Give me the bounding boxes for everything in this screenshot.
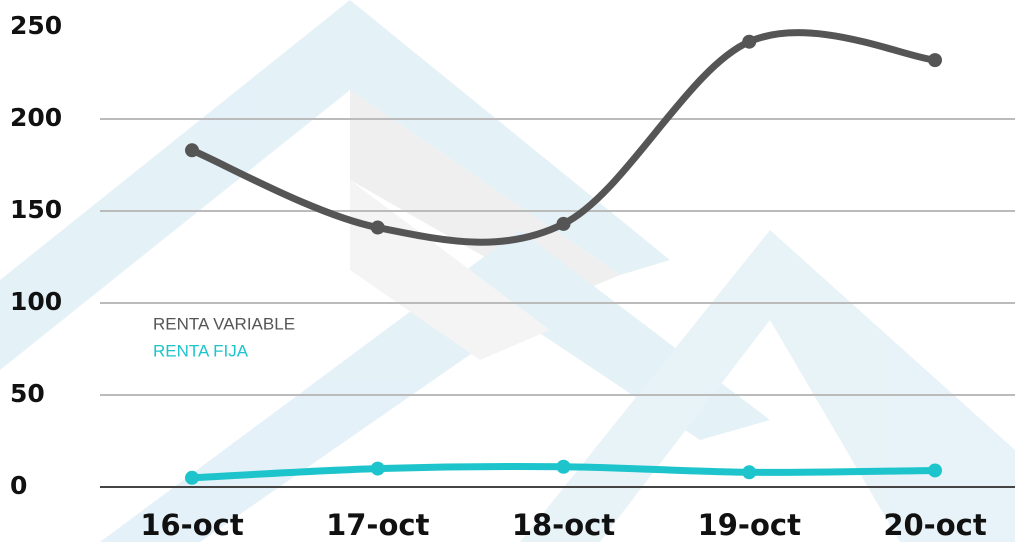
x-tick-label: 16-oct: [140, 508, 244, 542]
point: [185, 470, 199, 485]
y-tick-label: 200: [10, 103, 62, 132]
y-tick-label: 150: [10, 195, 62, 224]
point: [556, 216, 571, 231]
point: [556, 459, 571, 474]
point: [742, 34, 757, 49]
y-tick-label: 100: [10, 287, 62, 316]
point: [185, 143, 199, 158]
y-tick-label: 250: [10, 11, 62, 40]
x-tick-label: 20-oct: [883, 508, 987, 542]
point: [928, 463, 942, 478]
point: [742, 465, 757, 480]
x-tick-label: 19-oct: [698, 508, 802, 542]
point: [370, 461, 385, 476]
legend-label: RENTA VARIABLE: [153, 314, 295, 333]
x-tick-label: 18-oct: [512, 508, 616, 542]
y-tick-label: 50: [10, 379, 45, 408]
y-tick-label: 0: [10, 471, 27, 500]
point: [370, 220, 385, 235]
point: [928, 53, 942, 68]
x-tick-label: 17-oct: [326, 508, 430, 542]
legend-label: RENTA FIJA: [153, 341, 249, 360]
